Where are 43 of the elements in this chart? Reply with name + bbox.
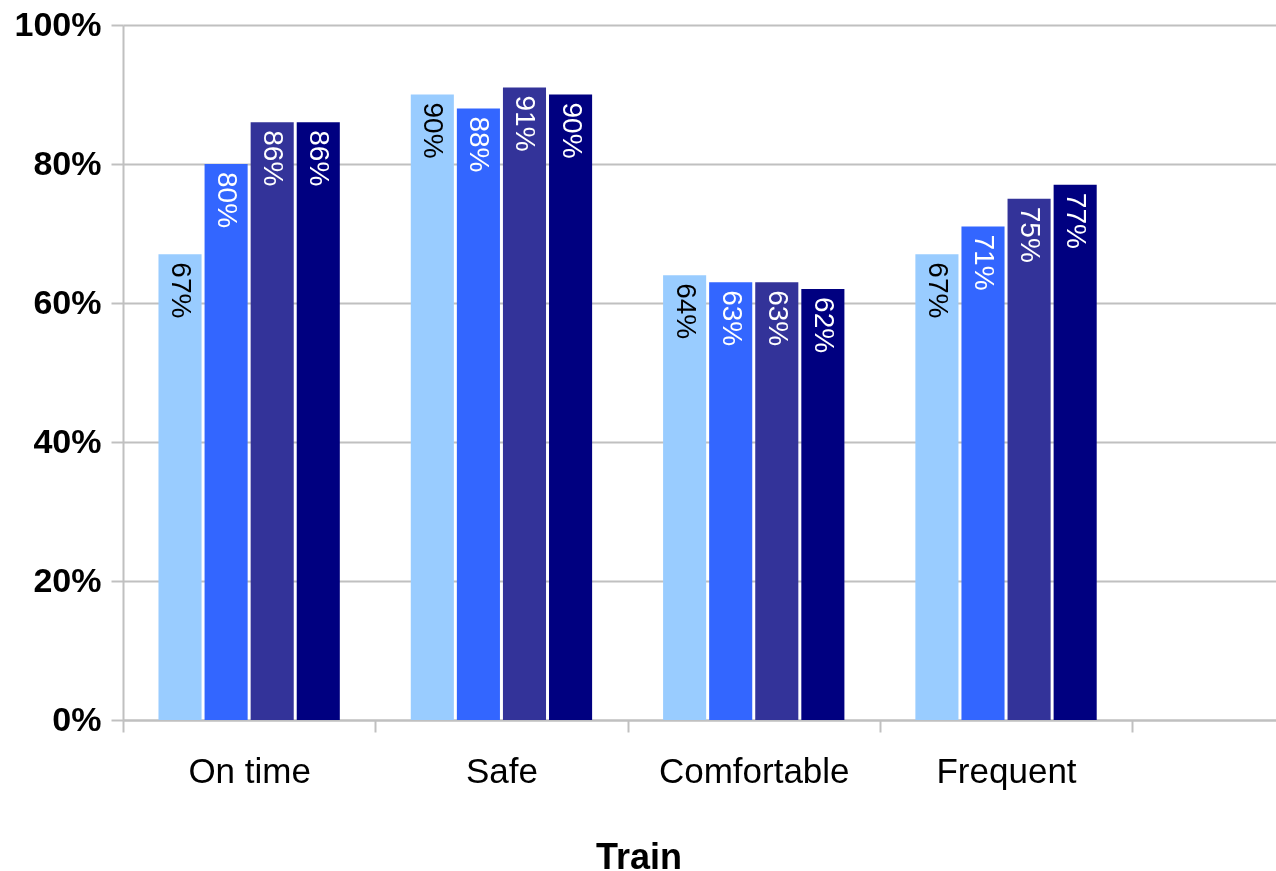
data-label: 67%: [166, 262, 198, 319]
bar: [801, 289, 845, 720]
bar: [961, 226, 1005, 720]
bar: [1053, 184, 1097, 720]
bar: [456, 108, 500, 720]
y-tick-label: 100%: [14, 4, 102, 43]
bar: [502, 87, 547, 720]
bar: [549, 94, 593, 720]
bar: [663, 275, 707, 720]
data-label: 62%: [808, 297, 840, 354]
data-label: 75%: [1015, 206, 1047, 263]
bar: [410, 94, 454, 720]
bar: [1007, 198, 1051, 720]
y-tick-label: 60%: [33, 282, 102, 321]
data-label: 86%: [258, 130, 290, 187]
x-tick-label: Frequent: [936, 750, 1077, 790]
data-label: 91%: [510, 95, 542, 152]
x-tick-label: On time: [188, 750, 311, 790]
y-tick-label: 80%: [33, 143, 102, 182]
data-label: 63%: [762, 290, 794, 347]
bar: [204, 164, 248, 720]
data-label: 80%: [212, 172, 244, 229]
data-label: 77%: [1061, 192, 1093, 249]
bar: [250, 122, 294, 720]
data-label: 63%: [716, 290, 748, 347]
data-label: 90%: [556, 102, 588, 159]
bar: [158, 254, 202, 720]
y-tick-label: 40%: [33, 421, 102, 460]
bar: [709, 282, 753, 720]
bar: [755, 282, 799, 720]
bar: [915, 254, 959, 720]
data-label: 71%: [969, 234, 1000, 291]
x-tick-label: Safe: [465, 750, 538, 790]
x-tick-label: Comfortable: [658, 750, 850, 790]
data-label: 88%: [464, 116, 496, 173]
data-label: 90%: [418, 102, 450, 159]
y-tick-label: 0%: [52, 699, 102, 738]
data-label: 86%: [304, 130, 336, 187]
x-axis-title: Train: [596, 835, 683, 871]
data-label: 67%: [922, 262, 954, 319]
bar: [296, 122, 340, 720]
y-tick-label: 20%: [33, 560, 102, 599]
data-label: 64%: [670, 283, 702, 340]
